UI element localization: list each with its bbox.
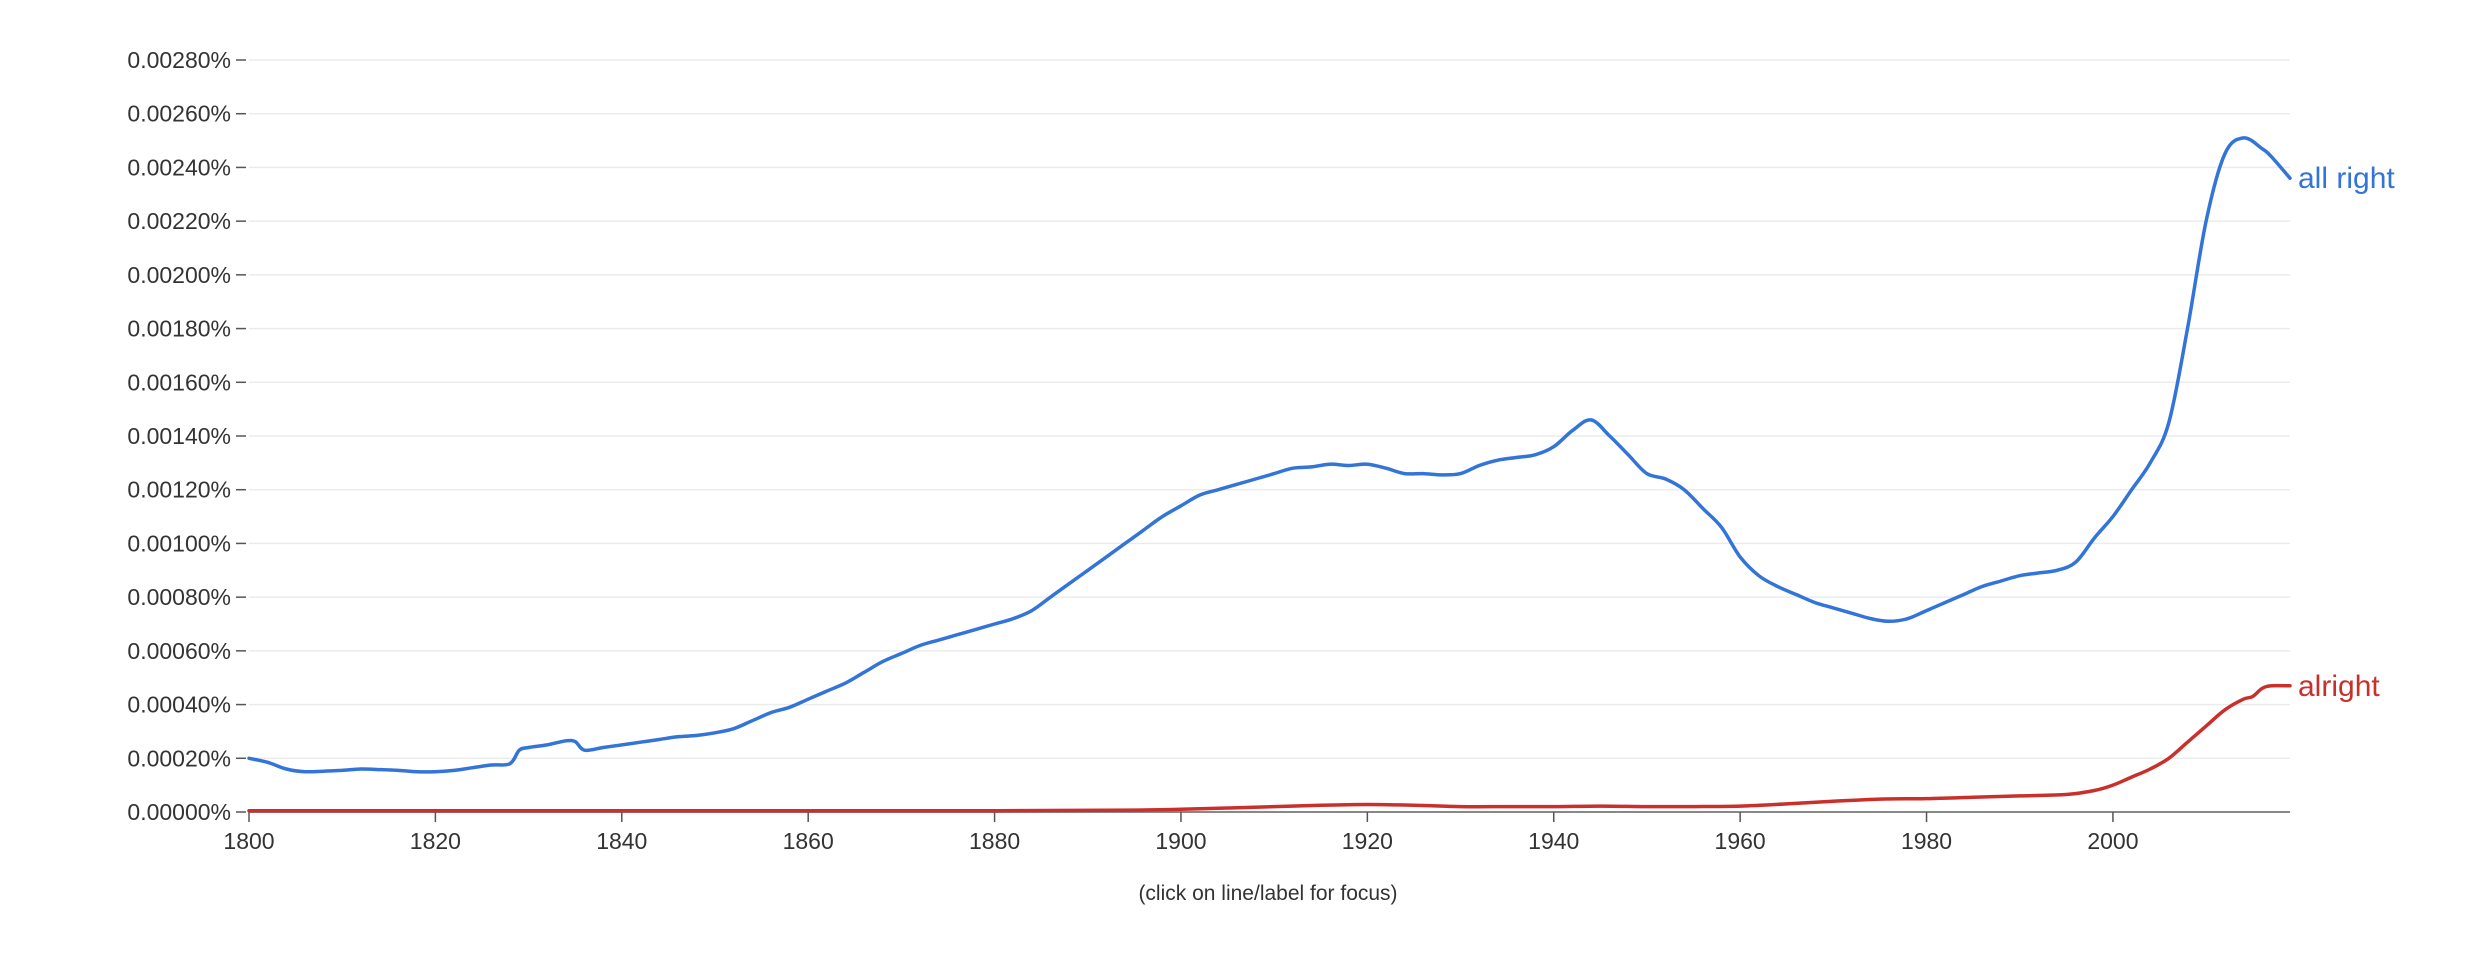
x-tick-label: 1940 bbox=[1528, 828, 1579, 854]
grid-lines bbox=[249, 59, 2290, 760]
x-tick-label: 1860 bbox=[783, 828, 834, 854]
y-tick-label: 0.00000% bbox=[127, 799, 231, 825]
y-tick-label: 0.00120% bbox=[127, 477, 231, 503]
y-tick-label: 0.00180% bbox=[127, 316, 231, 342]
series-line-alright[interactable] bbox=[247, 683, 2292, 813]
y-tick-label: 0.00040% bbox=[127, 692, 231, 718]
series-label-alright[interactable]: alright bbox=[2298, 670, 2380, 703]
x-tick-label: 1820 bbox=[410, 828, 461, 854]
y-tick-label: 0.00100% bbox=[127, 530, 231, 556]
y-tick-label: 0.00140% bbox=[127, 423, 231, 449]
y-tick-label: 0.00060% bbox=[127, 638, 231, 664]
axes: 0.00000% 0.00020% 0.00040% 0.00060% 0.00080%… bbox=[127, 47, 2290, 854]
y-tick-label: 0.00200% bbox=[127, 262, 231, 288]
series-label-all-right[interactable]: all right bbox=[2298, 162, 2395, 195]
y-tick-label: 0.00260% bbox=[127, 101, 231, 127]
series-labels[interactable]: all right alright bbox=[2298, 162, 2395, 703]
x-tick-label: 1800 bbox=[223, 828, 274, 854]
y-tick-label: 0.00280% bbox=[127, 47, 231, 73]
x-tick-label: 1980 bbox=[1901, 828, 1952, 854]
y-tick-label: 0.00080% bbox=[127, 584, 231, 610]
series-line-all-right[interactable] bbox=[247, 136, 2292, 774]
x-tick-label: 1840 bbox=[596, 828, 647, 854]
x-tick-label: 1920 bbox=[1342, 828, 1393, 854]
focus-hint: (click on line/label for focus) bbox=[1138, 882, 1397, 905]
x-tick-label: 1900 bbox=[1155, 828, 1206, 854]
series-lines[interactable] bbox=[247, 136, 2292, 813]
y-tick-label: 0.00240% bbox=[127, 154, 231, 180]
x-tick-label: 2000 bbox=[2087, 828, 2138, 854]
y-tick-label: 0.00020% bbox=[127, 745, 231, 771]
y-tick-label: 0.00220% bbox=[127, 208, 231, 234]
y-tick-label: 0.00160% bbox=[127, 369, 231, 395]
x-tick-label: 1960 bbox=[1715, 828, 1766, 854]
x-tick-label: 1880 bbox=[969, 828, 1020, 854]
